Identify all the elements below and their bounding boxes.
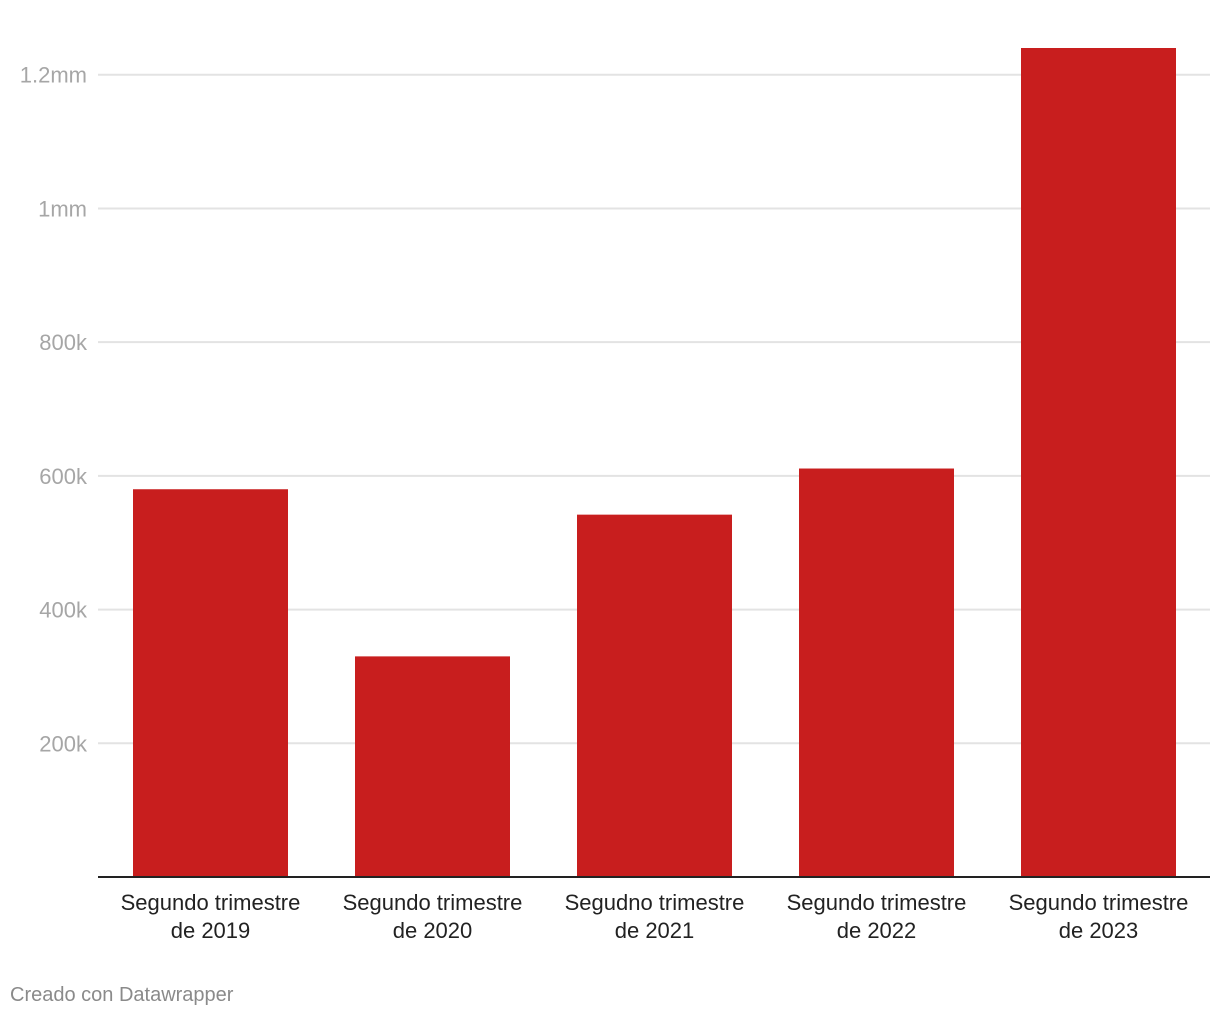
x-tick-label-line: de 2019 — [171, 918, 251, 943]
bar — [577, 514, 732, 877]
x-tick-label-line: de 2022 — [837, 918, 917, 943]
x-tick-label-line: de 2023 — [1059, 918, 1139, 943]
bar — [133, 489, 288, 877]
y-tick-label: 600k — [39, 464, 88, 489]
bar-chart: 200k 400k 600k 800k 1mm 1.2mm Segundo trimest… — [20, 48, 1210, 943]
x-tick-label-line: Segundo trimestre — [787, 890, 967, 915]
x-tick-label: Segudno trimestre de 2021 — [565, 890, 745, 943]
y-tick-label: 800k — [39, 330, 88, 355]
footer-credit: Creado con Datawrapper — [10, 984, 234, 1006]
bar — [355, 656, 510, 877]
x-tick-label: Segundo trimestre de 2022 — [787, 890, 967, 943]
x-tick-label-line: de 2020 — [393, 918, 473, 943]
y-tick-label: 200k — [39, 731, 88, 756]
x-tick-label-line: de 2021 — [615, 918, 695, 943]
x-tick-label: Segundo trimestre de 2020 — [343, 890, 523, 943]
y-tick-label: 400k — [39, 598, 88, 623]
x-tick-label-line: Segundo trimestre — [343, 890, 523, 915]
x-tick-label-line: Segundo trimestre — [1009, 890, 1189, 915]
bars — [133, 48, 1176, 877]
x-tick-label-line: Segundo trimestre — [121, 890, 301, 915]
y-tick-label: 1mm — [38, 196, 87, 221]
bar — [1021, 48, 1176, 877]
x-tick-label: Segundo trimestre de 2019 — [121, 890, 301, 943]
x-tick-label: Segundo trimestre de 2023 — [1009, 890, 1189, 943]
y-tick-label: 1.2mm — [20, 63, 87, 88]
bar — [799, 468, 954, 877]
x-tick-label-line: Segudno trimestre — [565, 890, 745, 915]
y-axis-tick-labels: 200k 400k 600k 800k 1mm 1.2mm — [20, 63, 88, 757]
